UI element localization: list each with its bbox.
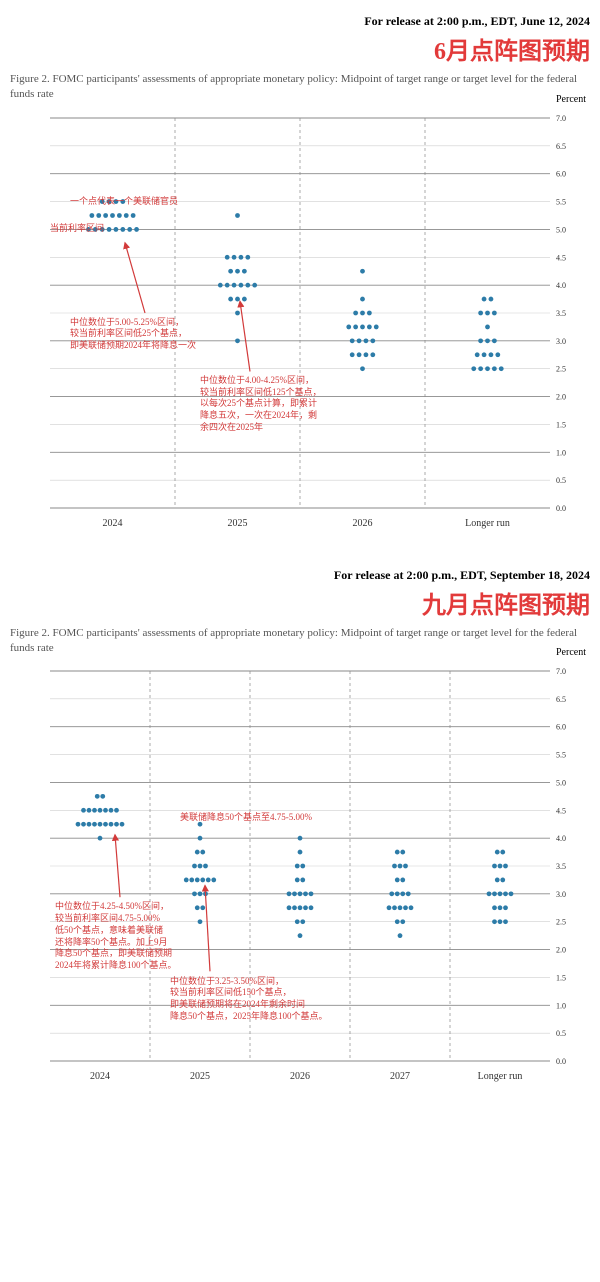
figure-caption: Figure 2. FOMC participants' assessments… [10, 72, 590, 102]
svg-text:2.0: 2.0 [556, 392, 566, 401]
svg-text:2024: 2024 [103, 518, 123, 529]
svg-text:0.0: 0.0 [556, 1057, 566, 1066]
svg-text:2025: 2025 [228, 518, 248, 529]
svg-text:Longer run: Longer run [465, 518, 510, 529]
svg-text:1.0: 1.0 [556, 1002, 566, 1011]
svg-text:2024: 2024 [90, 1071, 110, 1082]
svg-text:2026: 2026 [353, 518, 373, 529]
svg-text:4.5: 4.5 [556, 807, 566, 816]
svg-text:2.0: 2.0 [556, 946, 566, 955]
svg-text:1.0: 1.0 [556, 448, 566, 457]
svg-text:3.5: 3.5 [556, 309, 566, 318]
svg-text:5.5: 5.5 [556, 197, 566, 206]
svg-text:0.0: 0.0 [556, 504, 566, 513]
svg-text:5.0: 5.0 [556, 225, 566, 234]
svg-text:0.5: 0.5 [556, 1030, 566, 1039]
svg-text:3.0: 3.0 [556, 890, 566, 899]
svg-text:1.5: 1.5 [556, 420, 566, 429]
svg-text:3.0: 3.0 [556, 337, 566, 346]
svg-text:6.5: 6.5 [556, 695, 566, 704]
svg-text:0.5: 0.5 [556, 476, 566, 485]
chinese-title: 九月点阵图预期 [10, 585, 590, 620]
svg-text:4.0: 4.0 [556, 281, 566, 290]
svg-text:2026: 2026 [290, 1071, 310, 1082]
svg-text:Longer run: Longer run [478, 1071, 523, 1082]
svg-text:1.5: 1.5 [556, 974, 566, 983]
y-axis-label: Percent [556, 647, 586, 658]
svg-text:6.0: 6.0 [556, 723, 566, 732]
svg-text:7.0: 7.0 [556, 667, 566, 676]
svg-text:7.0: 7.0 [556, 114, 566, 123]
svg-text:6.0: 6.0 [556, 169, 566, 178]
y-axis-label: Percent [556, 94, 586, 105]
svg-text:2.5: 2.5 [556, 364, 566, 373]
svg-text:5.5: 5.5 [556, 751, 566, 760]
chinese-title: 6月点阵图预期 [10, 31, 590, 66]
dot-plot-september: Percent0.00.51.01.52.02.53.03.54.04.55.0… [20, 661, 580, 1091]
svg-text:2025: 2025 [190, 1071, 210, 1082]
panel-june: For release at 2:00 p.m., EDT, June 12, … [10, 14, 590, 538]
figure-caption: Figure 2. FOMC participants' assessments… [10, 626, 590, 656]
svg-text:4.0: 4.0 [556, 835, 566, 844]
release-date: For release at 2:00 p.m., EDT, September… [10, 568, 590, 583]
panel-september: For release at 2:00 p.m., EDT, September… [10, 568, 590, 1092]
svg-text:6.5: 6.5 [556, 142, 566, 151]
dot-plot-june: Percent0.00.51.01.52.02.53.03.54.04.55.0… [20, 108, 580, 538]
svg-text:2027: 2027 [390, 1071, 410, 1082]
svg-text:3.5: 3.5 [556, 862, 566, 871]
svg-text:4.5: 4.5 [556, 253, 566, 262]
release-date: For release at 2:00 p.m., EDT, June 12, … [10, 14, 590, 29]
svg-text:2.5: 2.5 [556, 918, 566, 927]
svg-text:5.0: 5.0 [556, 779, 566, 788]
